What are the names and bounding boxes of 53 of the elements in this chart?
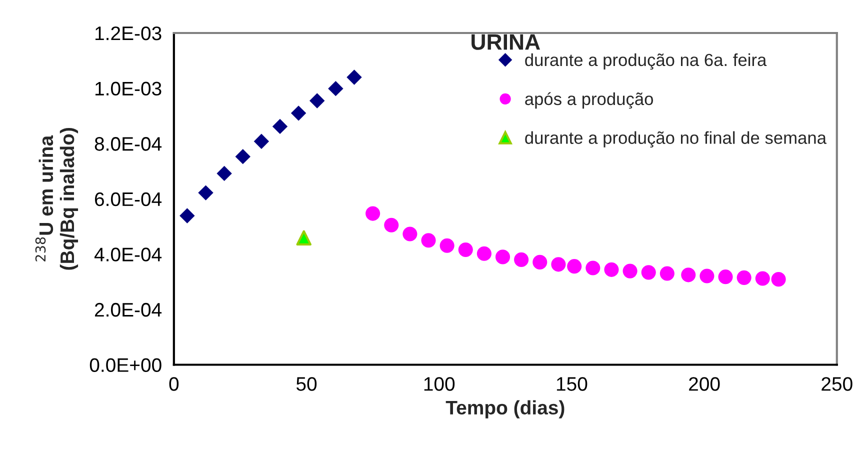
point xyxy=(604,262,619,277)
point xyxy=(328,80,344,96)
point xyxy=(272,118,288,134)
legend-label: durante a produção no final de semana xyxy=(525,131,826,148)
y-tick-label: 0.0E+00 xyxy=(90,358,162,372)
point xyxy=(346,70,362,85)
point xyxy=(700,268,714,284)
point xyxy=(235,148,250,164)
point xyxy=(736,270,752,285)
point xyxy=(718,270,733,284)
y-tick-label: 4.0E-04 xyxy=(94,248,162,262)
y-tick-label: 8.0E-04 xyxy=(94,137,162,151)
point xyxy=(755,271,770,286)
point xyxy=(458,242,473,258)
x-axis-title: Tempo (dias) xyxy=(446,400,564,418)
x-tick-label: 200 xyxy=(689,377,720,391)
point xyxy=(310,93,325,108)
point xyxy=(551,257,566,272)
point xyxy=(771,272,786,287)
point xyxy=(440,238,454,253)
legend-label: durante a produção na 6a. feira xyxy=(525,53,767,70)
x-tick-label: 0 xyxy=(169,377,179,391)
point xyxy=(180,208,195,224)
point xyxy=(532,254,548,270)
y-tick-label: 1.2E-03 xyxy=(96,26,162,40)
legend-label: após a produção xyxy=(525,92,654,109)
point xyxy=(216,166,232,182)
point xyxy=(384,218,399,232)
y-tick-label: 6.0E-04 xyxy=(95,192,162,206)
point xyxy=(296,230,312,246)
y-axis-title: $^{238}$U em urina (Bq/Bq inalado) xyxy=(35,128,78,270)
x-tick-label: 50 xyxy=(296,377,317,391)
point xyxy=(586,260,600,276)
x-tick-label: 100 xyxy=(424,377,455,391)
point xyxy=(660,266,674,281)
point xyxy=(681,268,696,282)
chart-title: URINA xyxy=(472,34,540,50)
point xyxy=(495,250,510,264)
point xyxy=(514,252,529,267)
point xyxy=(567,259,582,274)
y-tick-label: 2.0E-04 xyxy=(94,302,162,317)
point xyxy=(402,226,418,242)
x-tick-label: 250 xyxy=(822,377,852,391)
point xyxy=(476,246,492,261)
point xyxy=(198,185,214,200)
point xyxy=(290,106,306,121)
point xyxy=(254,134,270,149)
x-tick-label: 150 xyxy=(556,377,588,391)
y-tick-label: 1.0E-03 xyxy=(96,82,162,96)
point xyxy=(366,206,380,221)
point xyxy=(622,264,638,278)
point xyxy=(421,233,436,248)
point xyxy=(641,265,656,280)
